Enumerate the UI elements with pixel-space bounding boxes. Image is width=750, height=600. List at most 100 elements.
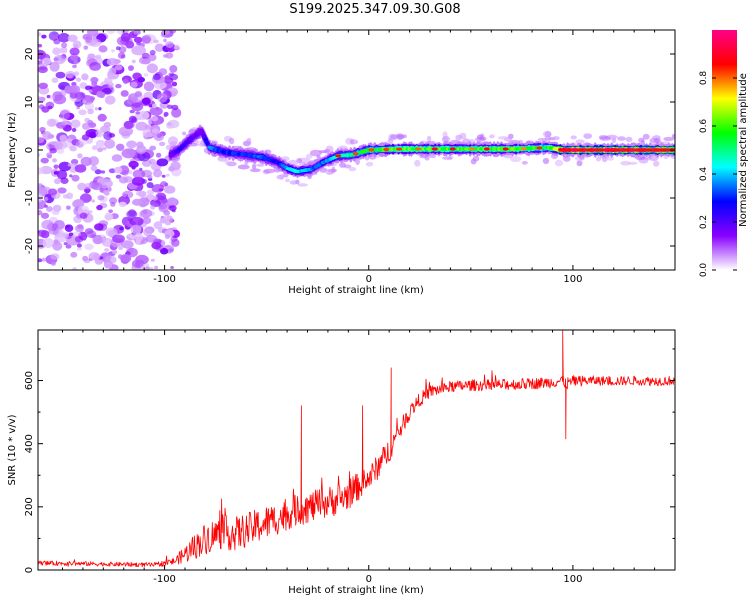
noise-blob [59, 110, 70, 120]
snr-x-label: Height of straight line (km) [288, 585, 424, 596]
halo-blob [226, 161, 237, 167]
halo-blob [543, 130, 552, 138]
noise-blob [149, 145, 157, 151]
noise-blob [41, 34, 47, 39]
noise-blob [72, 40, 82, 49]
noise-blob [69, 47, 80, 56]
spectrogram-x-tick-label: 0 [366, 274, 372, 285]
ridge-cell [201, 134, 206, 138]
noise-blob [69, 85, 81, 94]
noise-blob [150, 204, 156, 210]
noise-blob [132, 169, 146, 179]
colorbar: 0.0 0.2 0.4 0.6 0.8 Normalized spectral ampl… [699, 30, 749, 277]
noise-blob [42, 238, 55, 248]
noise-blob [148, 104, 153, 108]
snr-y-label: SNR (10 * v/v) [7, 414, 18, 485]
snr-frame [37, 329, 676, 571]
halo-blob [276, 174, 285, 180]
spectrogram-y-tick-label: 0 [24, 147, 35, 153]
noise-blob [91, 182, 103, 191]
halo-blob [625, 136, 633, 142]
noise-blob [48, 31, 60, 41]
halo-blob [331, 166, 336, 174]
noise-blob [170, 266, 174, 269]
noise-blob [153, 221, 162, 229]
noise-blob [130, 81, 138, 88]
spectrogram-y-tick-label: 20 [24, 48, 35, 61]
noise-blob [65, 224, 70, 229]
spectrogram-y-label: Frequency (Hz) [7, 112, 18, 188]
noise-blob [101, 147, 107, 151]
noise-blob [67, 163, 72, 167]
noise-blob [169, 30, 177, 34]
halo-blob [575, 139, 585, 144]
noise-blob [100, 125, 111, 134]
noise-blob [38, 209, 43, 216]
noise-blob [59, 134, 68, 142]
halo-blob [310, 149, 322, 157]
snr-x-tick-label: 100 [563, 574, 582, 585]
noise-blob [74, 235, 84, 243]
noise-blob [158, 188, 164, 192]
noise-blob [120, 254, 132, 263]
noise-blob [87, 108, 94, 115]
noise-blob [126, 210, 138, 218]
noise-blob [90, 165, 98, 172]
halo-blob [263, 168, 276, 174]
noise-blob [104, 77, 113, 84]
snr-x-tick-label: -100 [153, 574, 176, 585]
noise-blob [90, 77, 99, 83]
halo-blob [224, 158, 229, 165]
halo-blob [429, 154, 436, 159]
halo-blob [246, 137, 252, 145]
halo-blob [414, 159, 421, 167]
ridge-cell [205, 141, 210, 145]
snr-axes: -100 0 100 0 200 400 600 [24, 330, 676, 585]
noise-blob [105, 227, 118, 237]
noise-blob [38, 32, 42, 37]
noise-blob [55, 71, 66, 79]
halo-blob [620, 160, 631, 166]
noise-blob [47, 105, 53, 110]
halo-blob [442, 156, 453, 160]
ridge-hotspot [396, 147, 402, 151]
noise-blob [46, 118, 57, 128]
noise-blob [49, 61, 60, 72]
noise-blob [120, 54, 126, 59]
noise-blob [38, 43, 43, 48]
halo-blob [350, 139, 359, 145]
noise-blob [131, 259, 144, 269]
noise-blob [161, 174, 166, 178]
noise-blob [84, 102, 95, 111]
noise-blob [135, 192, 141, 196]
noise-blob [160, 247, 169, 255]
noise-blob [44, 204, 48, 208]
noise-blob [82, 122, 91, 130]
noise-blob [129, 216, 144, 227]
snr-y-tick-label: 600 [24, 371, 35, 390]
noise-blob [56, 169, 68, 180]
noise-blob [50, 253, 60, 260]
noise-blob [41, 57, 52, 65]
noise-blob [42, 131, 52, 140]
noise-blob [89, 61, 101, 71]
noise-blob [131, 59, 136, 64]
noise-blob [88, 252, 101, 261]
noise-blob [118, 201, 127, 207]
noise-blob [87, 30, 99, 37]
noise-blob [146, 63, 158, 74]
noise-blob [113, 59, 121, 64]
noise-blob [157, 92, 168, 103]
noise-blob [98, 91, 106, 99]
halo-blob [598, 135, 609, 140]
noise-blob [94, 223, 104, 231]
noise-blob [170, 161, 181, 171]
noise-blob [165, 52, 174, 59]
noise-blob [156, 158, 169, 167]
noise-blob [159, 217, 167, 224]
halo-blob [228, 137, 235, 145]
noise-blob [103, 131, 113, 141]
noise-blob [38, 66, 48, 74]
noise-blob [147, 175, 153, 180]
